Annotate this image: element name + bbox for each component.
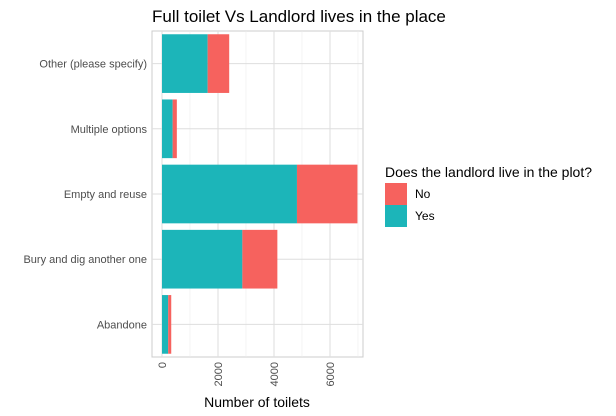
y-tick-label: Empty and reuse	[64, 189, 147, 201]
bar-no	[207, 34, 230, 93]
bar-yes	[162, 229, 243, 289]
bar-no	[296, 164, 358, 224]
bar-no	[172, 99, 177, 159]
y-tick-label: Bury and dig another one	[23, 254, 147, 266]
legend: No Yes	[385, 183, 435, 227]
bar-yes	[162, 164, 297, 224]
x-tick-label: 2000	[213, 362, 225, 386]
bar-no	[168, 295, 172, 354]
y-tick-label: Abandone	[97, 319, 147, 331]
legend-label: Yes	[415, 209, 435, 223]
bar-no	[242, 229, 278, 289]
y-tick-label: Other (please specify)	[39, 59, 147, 71]
x-tick-label: 0	[157, 362, 169, 368]
x-tick-label: 6000	[325, 362, 337, 386]
y-tick-label: Multiple options	[71, 124, 148, 136]
legend-title: Does the landlord live in the plot?	[385, 164, 592, 180]
legend-swatch	[385, 183, 407, 205]
bar-yes	[162, 295, 169, 354]
x-axis-title: Number of toilets	[204, 394, 310, 410]
y-axis-labels: Other (please specify) Multiple options Em…	[23, 59, 147, 332]
legend-label: No	[415, 187, 431, 201]
x-axis-labels: 0 2000 4000 6000	[157, 362, 337, 386]
bar-yes	[162, 99, 173, 159]
chart-title: Full toilet Vs Landlord lives in the pla…	[152, 7, 446, 26]
bars	[162, 34, 358, 354]
legend-swatch	[385, 205, 407, 227]
x-tick-label: 4000	[269, 362, 281, 386]
bar-yes	[162, 34, 208, 93]
